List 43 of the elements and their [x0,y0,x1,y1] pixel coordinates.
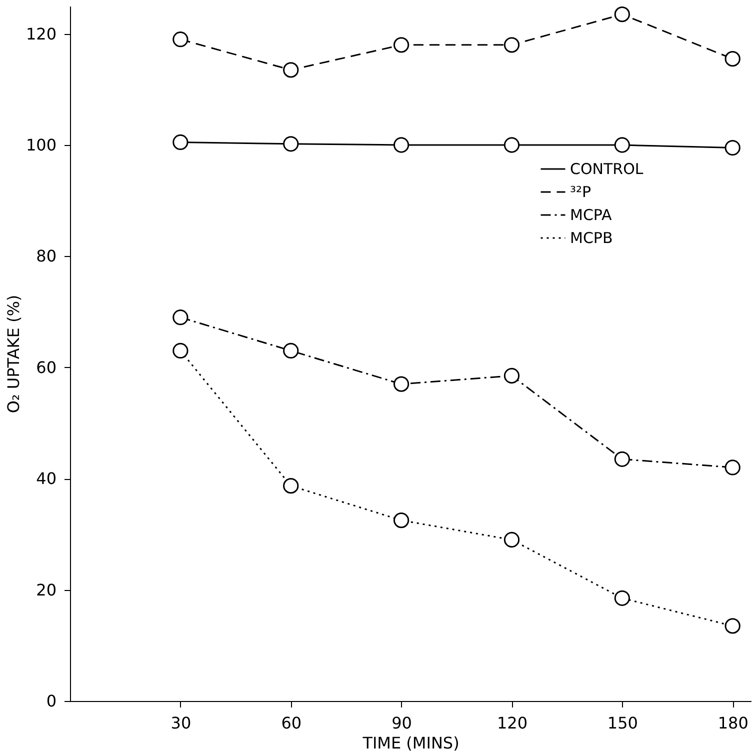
point [614,590,630,606]
y-tick-label: 0 [46,692,56,710]
point [724,618,740,634]
x-tick-label: 150 [607,714,638,732]
point [724,140,740,156]
x-tick-label: 90 [392,714,412,732]
x-tick-label: 30 [170,714,192,732]
x-tick-label: 60 [281,714,302,732]
y-tick-label: 100 [26,136,56,154]
legend-label: MCPA [570,206,612,224]
y-tick-label: 60 [36,358,56,377]
x-tick-label: 180 [718,714,748,732]
point [283,62,299,78]
point [172,134,188,150]
point [172,32,188,48]
point [393,37,410,53]
y-tick-label: 20 [36,580,56,600]
point [504,368,520,384]
point [393,137,410,153]
point [393,512,410,528]
point [393,376,410,392]
y-axis-title: O₂ UPTAKE (%) [4,294,23,414]
point [283,478,299,494]
x-axis-title: TIME (MINS) [362,734,460,752]
point [283,342,299,359]
point [614,6,630,22]
point [724,460,740,476]
legend-label: MCPB [570,229,613,247]
y-tick-label: 80 [36,246,56,266]
x-tick-label: 120 [496,714,528,732]
legend-label: ³²P [570,183,592,201]
y-tick-label: 40 [36,469,56,488]
point [172,310,188,326]
point [614,137,630,153]
point [724,51,740,67]
point [172,342,188,359]
point [504,532,520,548]
point [283,136,299,152]
legend-label: CONTROL [570,160,644,178]
y-tick-label: 120 [26,24,56,44]
point [504,37,520,53]
point [504,137,520,153]
point [614,451,630,467]
